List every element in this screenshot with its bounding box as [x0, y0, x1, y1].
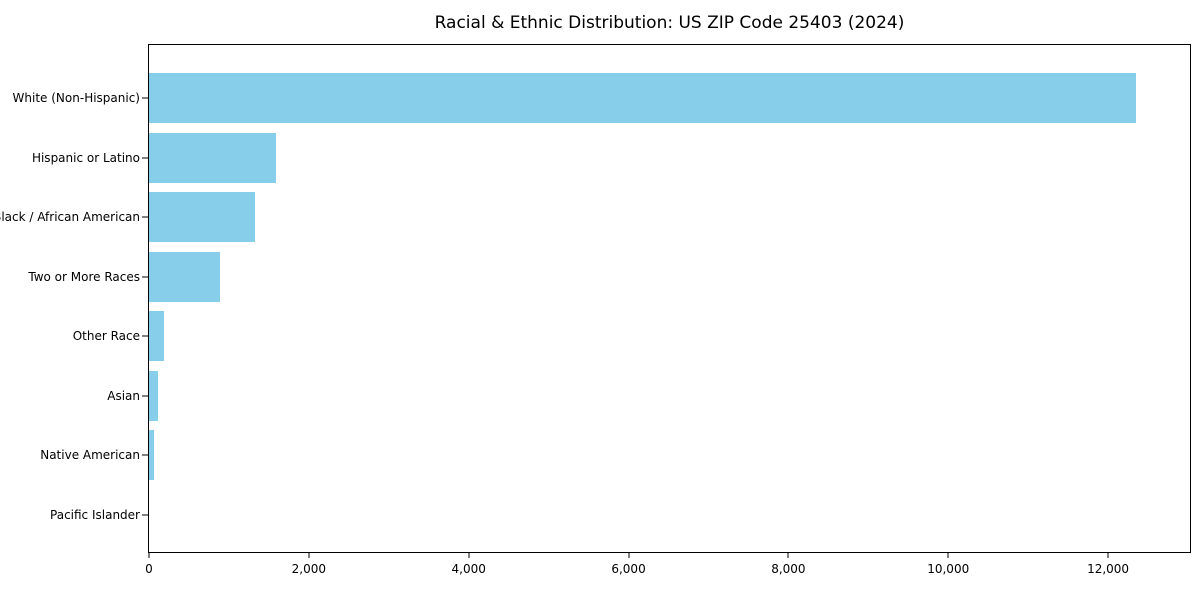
y-tick-label: Other Race — [72, 329, 140, 344]
x-tick-mark — [787, 552, 789, 558]
y-tick-mark — [142, 514, 148, 516]
x-tick-label: 12,000 — [1087, 562, 1130, 576]
y-tick-mark — [142, 454, 148, 456]
y-tick-mark — [142, 276, 148, 278]
x-tick-mark — [148, 552, 150, 558]
y-tick-label: Black / African American — [0, 210, 140, 225]
y-tick-mark — [142, 216, 148, 218]
x-tick-label: 4,000 — [451, 562, 486, 576]
bar-white-non-hispanic — [149, 73, 1137, 123]
x-tick-label: 6,000 — [611, 562, 646, 576]
y-tick-mark — [142, 335, 148, 337]
bar-black-african-american — [149, 192, 255, 243]
bar-native-american — [149, 430, 154, 481]
x-tick-label: 2,000 — [291, 562, 327, 576]
x-tick-label: 10,000 — [927, 562, 970, 576]
y-tick-mark — [142, 395, 148, 397]
x-tick-mark — [468, 552, 470, 558]
chart-title: Racial & Ethnic Distribution: US ZIP Cod… — [434, 13, 905, 33]
bar-hispanic-or-latino — [149, 132, 276, 183]
x-tick-mark — [1107, 552, 1109, 558]
x-tick-label: 8,000 — [771, 562, 806, 576]
y-tick-label: Hispanic or Latino — [31, 150, 140, 165]
y-tick-label: Two or More Races — [28, 269, 140, 284]
y-tick-label: Pacific Islander — [50, 507, 140, 522]
y-tick-label: White (Non-Hispanic) — [12, 91, 140, 105]
x-tick-mark — [308, 552, 310, 558]
y-tick-mark — [142, 97, 148, 99]
y-tick-label: Asian — [107, 388, 140, 403]
bar-asian — [149, 370, 159, 421]
y-tick-label: Native American — [40, 448, 140, 463]
plot-area: White (Non-Hispanic) Hispanic or Latino Bl… — [0, 44, 1191, 576]
y-tick-mark — [142, 157, 148, 159]
bar-other-race — [149, 311, 164, 362]
x-tick-mark — [947, 552, 949, 558]
bar-two-or-more-races — [149, 251, 220, 302]
x-tick-label: 0 — [145, 562, 153, 576]
x-tick-mark — [628, 552, 630, 558]
